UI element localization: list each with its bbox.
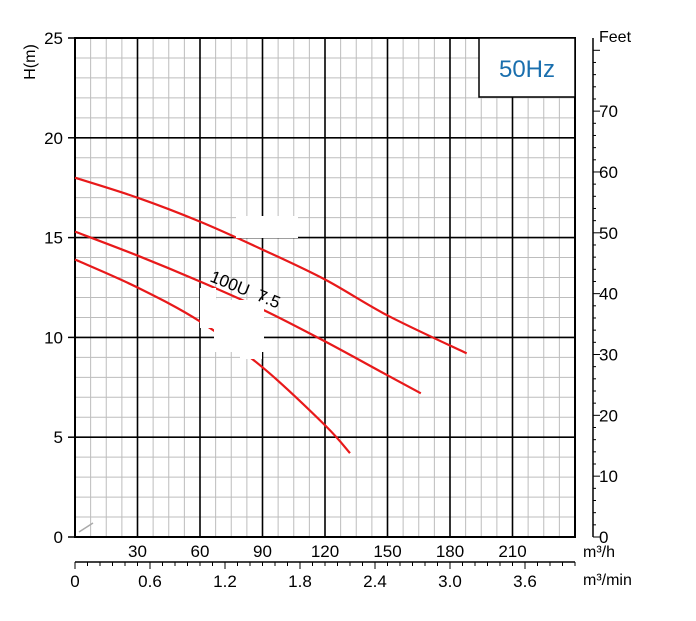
y-tick-label: 25 (44, 29, 63, 48)
label-gap (240, 345, 262, 359)
x-tick-label-m3h: 150 (373, 542, 401, 561)
x-unit-m3h: m³/h (583, 544, 615, 561)
y2-tick-label: 60 (599, 163, 618, 182)
label-gap (214, 300, 264, 352)
x-axis-ticks-m3h: 30 60 90 120 150 180 210 (128, 542, 527, 561)
legend-badge: 50Hz (478, 37, 576, 98)
label-gaps (200, 216, 298, 359)
y2-tick-label: 70 (599, 102, 618, 121)
x-tick-label-m3h: 30 (128, 542, 147, 561)
x-tick-label-m3h: 180 (436, 542, 464, 561)
x-axis-ticks-m3min: 0 0.6 1.2 1.8 2.4 3.0 3.6 (70, 562, 576, 591)
y2-tick-label: 0 (599, 528, 608, 547)
label-gap (236, 216, 298, 238)
x-tick-label-m3min: 1.2 (213, 572, 237, 591)
x-tick-label-m3h: 210 (498, 542, 526, 561)
badge-text: 50Hz (499, 56, 555, 83)
x-tick-label-m3min: 3.6 (513, 572, 537, 591)
y-tick-label: 5 (54, 428, 63, 447)
x-tick-label-m3min: 3.0 (438, 572, 462, 591)
pump-curve (74, 176, 468, 355)
x-tick-label-m3min: 2.4 (363, 572, 387, 591)
x-unit-m3min: m³/min (583, 572, 632, 589)
y-tick-label: 0 (54, 528, 63, 547)
y-axis-label: H(m) (22, 44, 39, 80)
x-tick-label-m3h: 120 (311, 542, 339, 561)
y-tick-label: 15 (44, 229, 63, 248)
x-tick-label-m3min: 0 (70, 572, 79, 591)
y2-axis-ticks: 0 10 20 30 40 50 60 70 (593, 49, 618, 547)
x-tick-label-m3min: 1.8 (288, 572, 312, 591)
label-gap (200, 288, 216, 328)
y2-tick-label: 40 (599, 285, 618, 304)
y-axis-ticks: 0 5 10 15 20 25 (44, 29, 75, 547)
y2-tick-label: 10 (599, 467, 618, 486)
origin-mark (78, 522, 94, 533)
y2-tick-label: 20 (599, 406, 618, 425)
y2-tick-label: 50 (599, 224, 618, 243)
x-tick-label-m3min: 0.6 (138, 572, 162, 591)
y-tick-label: 10 (44, 328, 63, 347)
major-grid (75, 38, 575, 537)
badge-box (478, 37, 576, 98)
plot-frame (74, 37, 576, 538)
y-tick-label: 20 (44, 129, 63, 148)
y2-axis-label: Feet (599, 29, 632, 46)
x-tick-label-m3h: 90 (253, 542, 272, 561)
x-tick-label-m3h: 60 (191, 542, 210, 561)
y2-tick-label: 30 (599, 345, 618, 364)
